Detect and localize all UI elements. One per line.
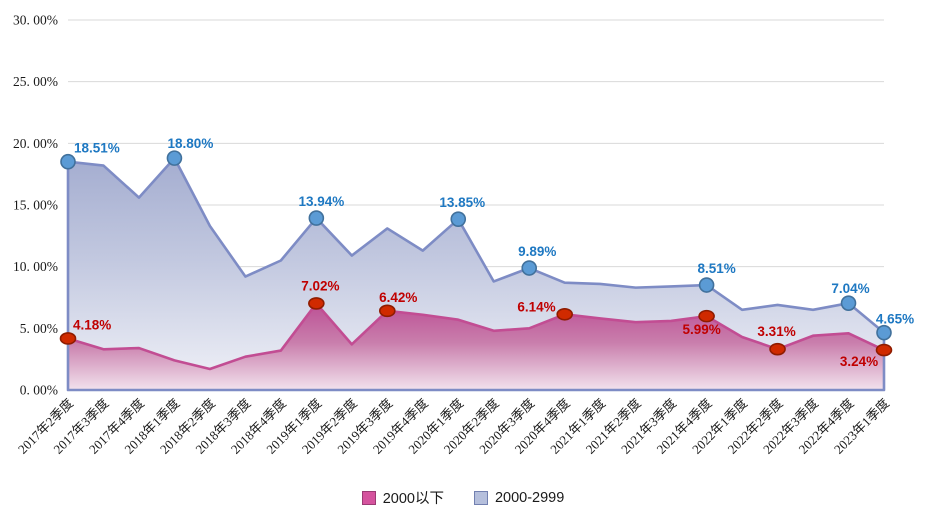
under-2000-data-label: 5.99% (682, 322, 720, 337)
2000-2999-data-label: 13.94% (298, 194, 344, 209)
legend-swatch-2000-2999 (473, 490, 488, 505)
under-2000-data-label: 4.18% (73, 317, 111, 332)
2000-2999-marker (698, 277, 715, 293)
chart-legend: 2000以下 2000-2999 (0, 487, 926, 508)
under-2000-marker (769, 342, 786, 356)
2000-2999-marker (840, 295, 857, 311)
line-under-2000 (67, 302, 885, 371)
legend-item-under-2000: 2000以下 (361, 487, 444, 508)
legend-swatch-under-2000 (361, 490, 376, 505)
y-axis-tick-label: 20. 00% (13, 136, 58, 151)
y-axis-tick-label: 15. 00% (13, 198, 58, 213)
area-under-2000 (68, 303, 884, 390)
y-axis-tick-label: 30. 00% (13, 13, 58, 28)
quarterly-area-chart: 30. 00% 25. 00% 20. 00% 15. 00% 10. 00% 5. 00… (13, 13, 914, 457)
y-axis-tick-label: 5. 00% (20, 321, 58, 336)
under-2000-marker (59, 332, 77, 345)
under-2000-marker (379, 304, 396, 318)
2000-2999-data-label: 4.65% (876, 312, 914, 327)
2000-2999-marker (308, 210, 325, 226)
legend-item-2000-2999: 2000-2999 (473, 489, 565, 506)
under-2000-marker (308, 297, 325, 310)
2000-2999-marker (450, 211, 467, 227)
legend-label-under-2000: 2000以下 (382, 491, 444, 507)
chart-panel: 30. 00% 25. 00% 20. 00% 15. 00% 10. 00% 5. 00… (13, 13, 914, 508)
under-2000-marker (875, 343, 893, 357)
2000-2999-data-label: 18.80% (168, 136, 214, 151)
under-2000-data-label: 6.14% (517, 299, 555, 314)
under-2000-data-label: 3.31% (757, 324, 795, 339)
2000-2999-marker (876, 324, 892, 341)
under-2000-marker (556, 307, 573, 321)
2000-2999-marker (166, 150, 183, 166)
2000-2999-data-label: 9.89% (518, 244, 556, 259)
legend-label-2000-2999: 2000-2999 (494, 489, 565, 506)
y-axis-tick-label: 10. 00% (13, 259, 58, 274)
y-axis-tick-label: 0. 00% (20, 383, 58, 398)
under-2000-marker (698, 309, 715, 323)
2000-2999-marker (521, 260, 538, 276)
2000-2999-data-label: 18.51% (74, 141, 120, 156)
under-2000-data-label: 6.42% (379, 290, 417, 305)
2000-2999-marker (60, 153, 76, 170)
2000-2999-data-label: 7.04% (831, 281, 869, 296)
y-axis-tick-label: 25. 00% (13, 74, 58, 89)
2000-2999-data-label: 8.51% (697, 261, 735, 276)
2000-2999-data-label: 13.85% (439, 195, 485, 210)
under-2000-data-label: 7.02% (301, 278, 339, 293)
under-2000-data-label: 3.24% (840, 354, 878, 369)
